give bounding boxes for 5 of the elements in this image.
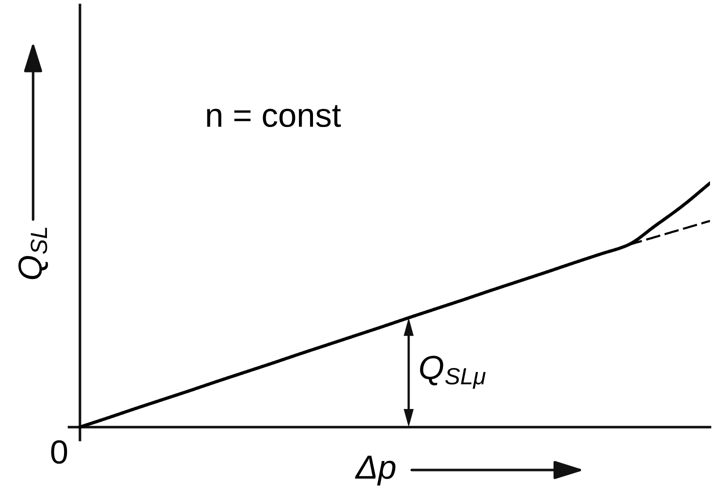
text: 0	[51, 440, 68, 464]
x-axis-title: Δp	[354, 456, 396, 486]
text: n = const	[207, 105, 341, 128]
annotation: Q$_{SLμ}$	[420, 356, 486, 389]
y-axis-title: Q$_{SL}$	[18, 228, 48, 280]
